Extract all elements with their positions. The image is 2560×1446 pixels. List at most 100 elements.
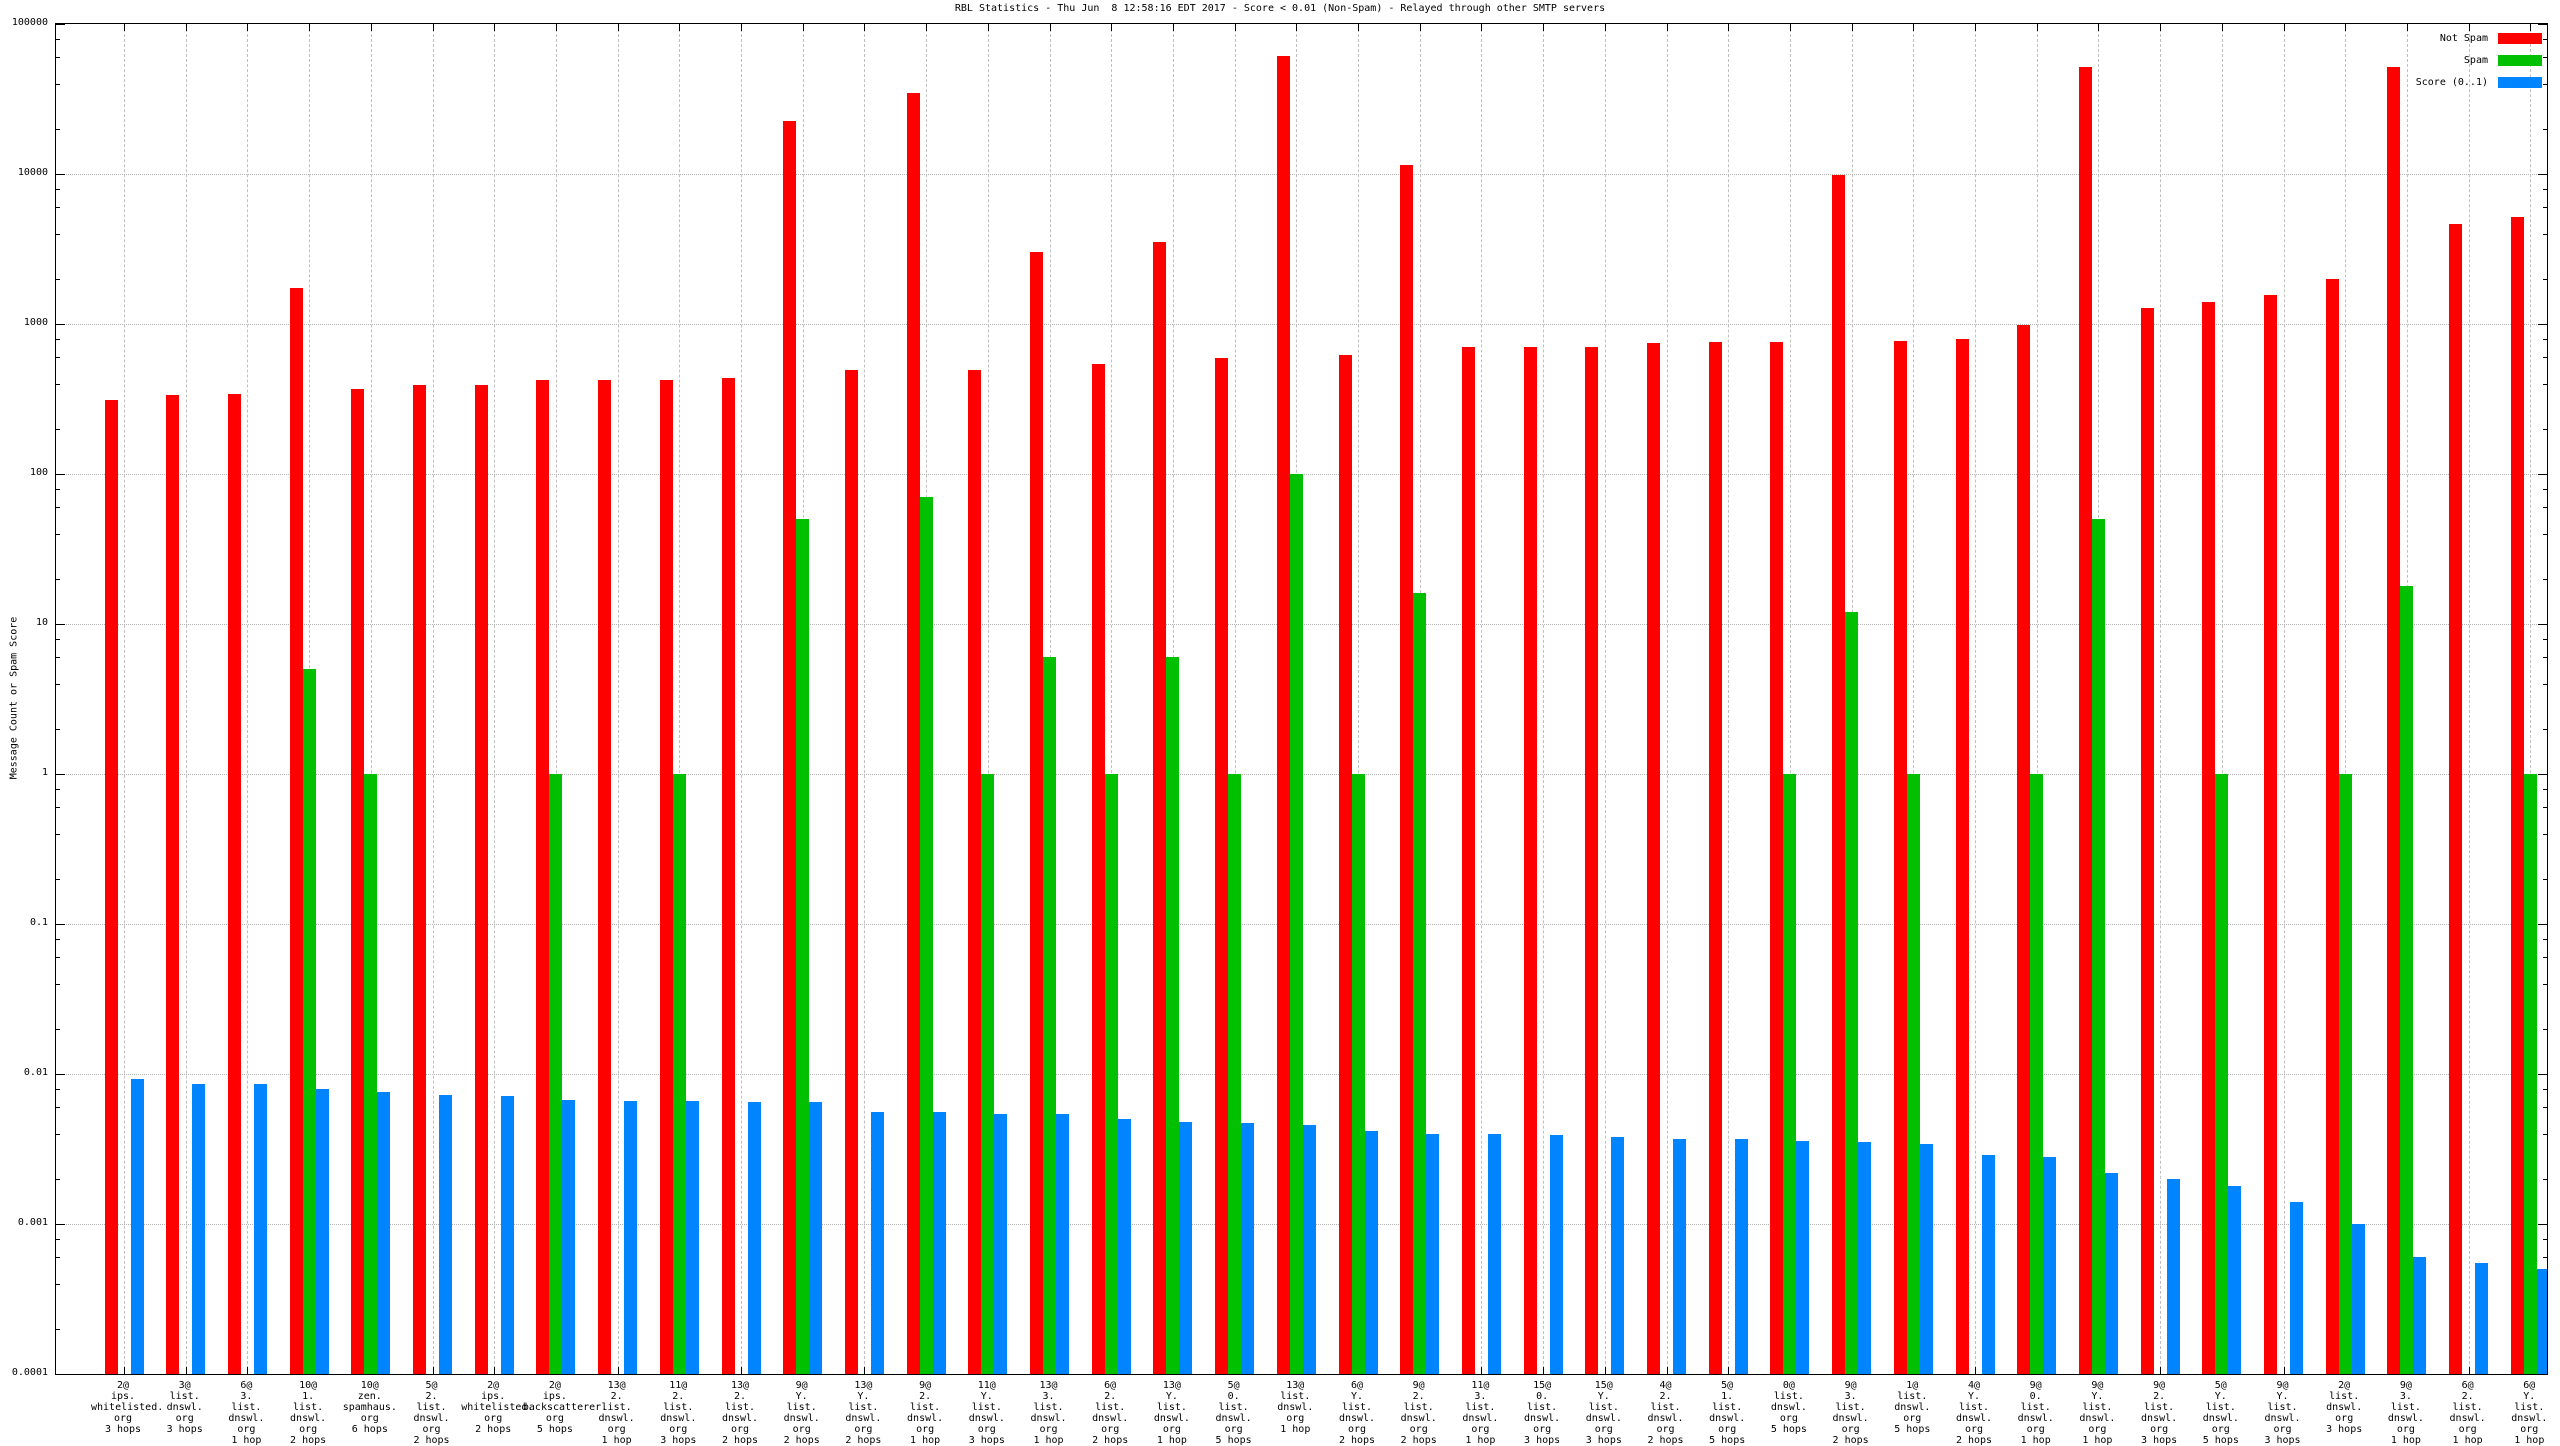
spam-bar — [981, 774, 995, 1374]
legend-label-spam: Spam — [2463, 54, 2488, 66]
y-minor-tick-right — [2543, 1088, 2547, 1090]
x-tick-label: 2@ list. dnswl. org 3 hops — [2326, 1380, 2363, 1435]
x-tick-top — [1296, 24, 1298, 31]
y-minor-tick-left — [56, 507, 60, 509]
spam-bar — [2091, 519, 2105, 1374]
legend-item-score: Score (0..1) — [2416, 71, 2542, 93]
y-minor-tick-right — [2543, 188, 2547, 190]
x-gridline — [741, 24, 742, 1374]
y-minor-tick-left — [56, 57, 60, 59]
x-tick-label: 13@ 3. list. dnswl. org 1 hop — [1030, 1380, 1067, 1446]
score-0-1-bar — [1426, 1133, 1440, 1374]
legend-item-spam: Spam — [2416, 49, 2542, 71]
not-spam-bar — [1832, 174, 1846, 1374]
spam-bar — [1228, 774, 1242, 1374]
x-gridline — [494, 24, 496, 1374]
not-spam-bar — [2325, 278, 2339, 1374]
x-tick-top — [247, 24, 249, 31]
y-minor-tick-right — [2543, 83, 2547, 85]
score-0-1-bar — [2475, 1262, 2489, 1374]
score-0-1-bar — [2413, 1257, 2427, 1374]
x-tick-bottom — [1975, 1367, 1976, 1374]
y-minor-tick-left — [56, 578, 60, 580]
y-minor-tick-right — [2543, 128, 2547, 130]
y-minor-tick-left — [56, 878, 60, 880]
not-spam-bar — [1647, 342, 1660, 1374]
x-tick-label: 9@ Y. list. dnswl. org 3 hops — [2264, 1380, 2301, 1446]
x-gridline — [124, 24, 125, 1374]
x-tick-label: 2@ ips. backscatterer. org 5 hops — [522, 1380, 608, 1435]
score-0-1-bar — [1179, 1121, 1193, 1374]
x-tick-label: 9@ 2. list. dnswl. org 2 hops — [1400, 1380, 1437, 1446]
legend-swatch-not-spam — [2498, 32, 2542, 44]
x-tick-top — [124, 24, 125, 31]
x-tick-bottom — [1604, 1367, 1606, 1374]
spam-bar — [364, 774, 378, 1374]
y-minor-tick-left — [56, 1133, 60, 1135]
y-major-tick-left — [56, 24, 65, 25]
y-major-tick-right — [2538, 24, 2547, 25]
not-spam-bar — [2510, 216, 2524, 1374]
not-spam-bar — [413, 385, 426, 1374]
y-minor-tick-right — [2543, 1257, 2547, 1259]
x-gridline — [2221, 24, 2223, 1374]
x-gridline — [185, 24, 187, 1374]
score-0-1-bar — [2290, 1202, 2303, 1374]
x-tick-label: 10@ zen. spamhaus. org 6 hops — [342, 1380, 397, 1435]
y-minor-tick-right — [2543, 1028, 2547, 1030]
score-0-1-bar — [2043, 1156, 2057, 1374]
not-spam-bar — [227, 394, 241, 1374]
x-tick-label: 11@ 2. list. dnswl. org 3 hops — [660, 1380, 697, 1446]
score-0-1-bar — [562, 1100, 576, 1374]
spam-bar — [919, 497, 933, 1374]
spam-bar — [1043, 657, 1056, 1374]
x-gridline — [1728, 24, 1730, 1374]
not-spam-bar — [2264, 295, 2277, 1374]
y-minor-tick-left — [56, 83, 60, 85]
spam-bar — [1289, 474, 1303, 1374]
score-0-1-bar — [1611, 1137, 1625, 1374]
score-0-1-bar — [1919, 1144, 1933, 1374]
x-tick-top — [1851, 24, 1853, 31]
x-tick-top — [1419, 24, 1421, 31]
x-tick-label: 11@ 3. list. dnswl. org 1 hop — [1462, 1380, 1499, 1446]
score-0-1-bar — [932, 1111, 946, 1374]
x-tick-label: 10@ 1. list. dnswl. org 2 hops — [290, 1380, 327, 1446]
y-minor-tick-left — [56, 128, 60, 130]
x-gridline — [1666, 24, 1668, 1374]
y-minor-tick-right — [2543, 233, 2547, 235]
x-tick-top — [1728, 24, 1730, 31]
x-tick-top — [679, 24, 681, 31]
not-spam-bar — [536, 379, 550, 1374]
score-0-1-bar — [439, 1095, 452, 1374]
y-minor-tick-right — [2543, 278, 2547, 280]
x-tick-label: 2@ ips. whitelisted. org 3 hops — [91, 1380, 164, 1435]
not-spam-bar — [2140, 307, 2154, 1374]
x-tick-top — [741, 24, 742, 31]
score-0-1-bar — [1673, 1138, 1686, 1374]
spam-bar — [672, 774, 686, 1374]
not-spam-bar — [1276, 55, 1290, 1374]
not-spam-bar — [1153, 242, 1167, 1374]
x-tick-top — [1172, 24, 1174, 31]
x-tick-top — [2160, 24, 2162, 31]
y-tick-label: 100000 — [11, 17, 48, 28]
y-minor-tick-right — [2543, 1178, 2547, 1180]
y-minor-tick-right — [2543, 578, 2547, 580]
score-0-1-bar — [1734, 1138, 1748, 1374]
y-minor-tick-right — [2543, 357, 2547, 359]
x-gridline — [1975, 24, 1976, 1374]
spam-bar — [2523, 774, 2537, 1374]
y-minor-tick-left — [56, 807, 60, 809]
spam-bar — [1104, 774, 1118, 1374]
x-gridline — [555, 24, 557, 1374]
spam-bar — [796, 519, 810, 1374]
y-minor-tick-left — [56, 638, 60, 640]
x-tick-label: 6@ Y. list. dnswl. org 1 hop — [2511, 1380, 2548, 1446]
score-0-1-bar — [315, 1088, 329, 1374]
x-tick-top — [1666, 24, 1668, 31]
y-minor-tick-left — [56, 428, 60, 430]
x-gridline — [2530, 24, 2532, 1374]
x-tick-label: 5@ 0. list. dnswl. org 5 hops — [1215, 1380, 1252, 1446]
